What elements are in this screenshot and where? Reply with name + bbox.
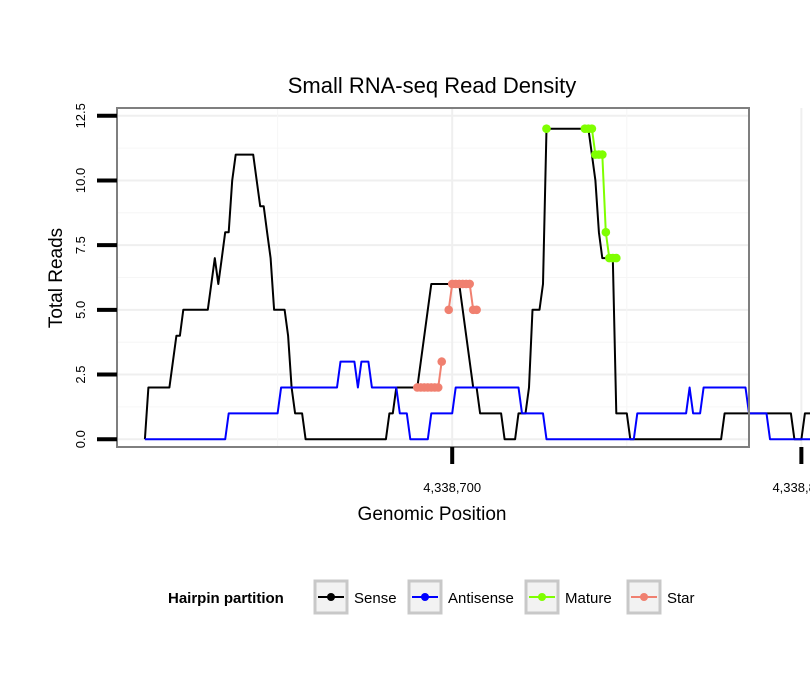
data-point-star bbox=[444, 305, 454, 315]
data-point-mature bbox=[601, 227, 611, 237]
y-tick-label: 0.0 bbox=[73, 430, 88, 448]
legend-items: Sense Antisense Mature Star bbox=[313, 579, 695, 615]
legend: Hairpin partition Sense Antisense Mature St… bbox=[168, 579, 695, 615]
legend-key-point bbox=[640, 593, 648, 601]
y-axis-title: Total Reads bbox=[46, 228, 67, 328]
data-point-mature bbox=[612, 253, 621, 263]
data-point-mature bbox=[598, 150, 607, 159]
legend-key-point bbox=[538, 593, 546, 601]
y-tick-label: 10.0 bbox=[73, 168, 88, 193]
series-line-antisense bbox=[144, 360, 810, 441]
legend-label: Star bbox=[667, 590, 695, 607]
legend-key-point bbox=[421, 593, 429, 601]
chart-title: Small RNA-seq Read Density bbox=[288, 73, 577, 98]
legend-item-mature: Mature bbox=[524, 579, 612, 615]
data-point-mature bbox=[542, 124, 551, 134]
x-axis-title: Genomic Position bbox=[358, 504, 507, 525]
y-tick-label: 12.5 bbox=[73, 103, 88, 128]
series-layer bbox=[143, 124, 810, 441]
legend-item-sense: Sense bbox=[313, 579, 397, 615]
y-tick-label: 7.5 bbox=[73, 236, 88, 254]
legend-label: Mature bbox=[565, 590, 612, 607]
data-point-star bbox=[472, 305, 481, 315]
y-tick-label: 5.0 bbox=[73, 301, 88, 319]
legend-item-star: Star bbox=[626, 579, 695, 615]
legend-title: Hairpin partition bbox=[168, 590, 284, 607]
legend-label: Antisense bbox=[448, 590, 514, 607]
data-point-star bbox=[437, 357, 447, 366]
data-point-star bbox=[433, 383, 443, 392]
legend-item-antisense: Antisense bbox=[407, 579, 514, 615]
series-star bbox=[412, 279, 481, 392]
series-mature bbox=[542, 124, 621, 263]
plot-frame bbox=[116, 107, 750, 448]
data-point-star bbox=[465, 279, 474, 289]
x-tick-label: 4,338,700 bbox=[423, 480, 481, 495]
data-point-mature bbox=[587, 124, 597, 134]
grid bbox=[117, 108, 803, 447]
x-tick-label: 4,338,800 bbox=[772, 480, 810, 495]
y-tick-label: 2.5 bbox=[73, 366, 88, 384]
legend-label: Sense bbox=[354, 590, 397, 607]
axes: 4,338,700 4,338,800 0.0 2.5 5.0 7.5 10.0 12.5 bbox=[73, 103, 810, 495]
legend-key-point bbox=[327, 593, 335, 601]
